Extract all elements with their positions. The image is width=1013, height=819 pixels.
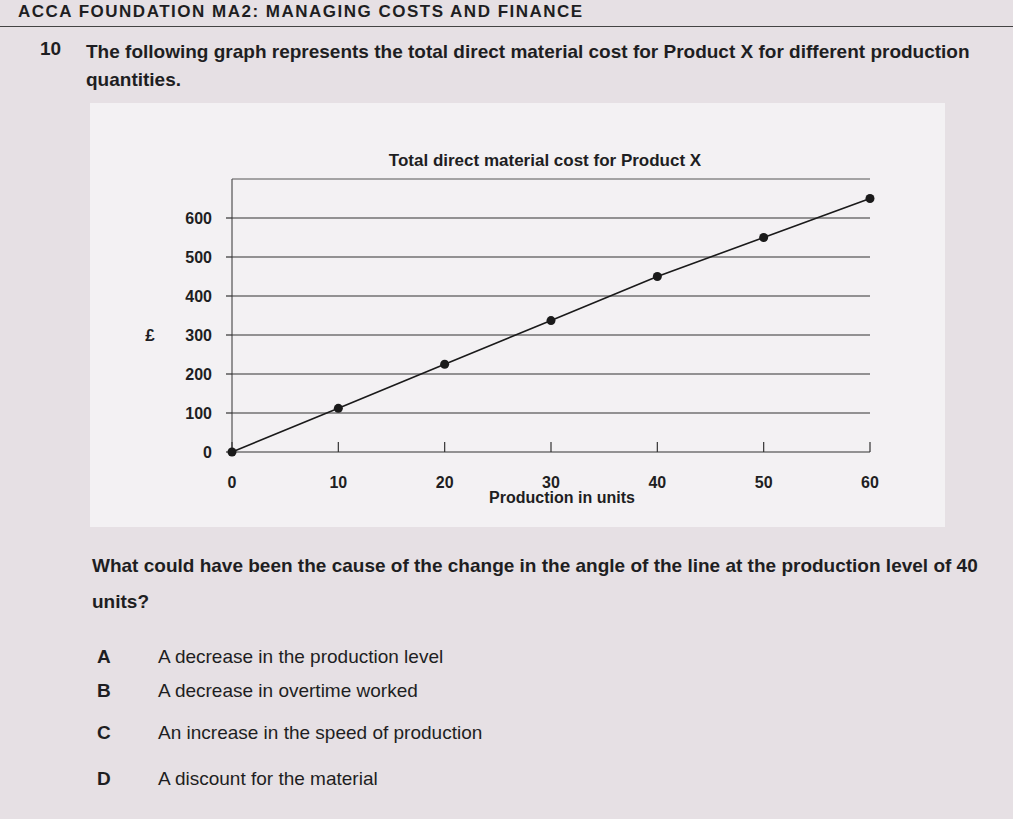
- x-tick-label: 50: [755, 474, 773, 491]
- y-tick: [226, 373, 232, 374]
- data-point: [653, 272, 662, 281]
- grid-line: [232, 373, 870, 374]
- x-tick: [763, 442, 764, 452]
- x-tick-label: 0: [228, 474, 237, 491]
- option-letter: B: [97, 680, 111, 702]
- grid-line: [232, 217, 870, 218]
- x-tick: [444, 442, 445, 452]
- y-tick-label: 400: [185, 288, 212, 305]
- data-point: [547, 316, 556, 325]
- page-header: ACCA FOUNDATION MA2: MANAGING COSTS AND …: [18, 2, 584, 22]
- question-text: What could have been the cause of the ch…: [92, 548, 1007, 620]
- question-intro: The following graph represents the total…: [86, 38, 986, 94]
- x-tick-label: 20: [436, 474, 454, 491]
- y-tick-label: 0: [203, 444, 212, 461]
- option-text: An increase in the speed of production: [158, 722, 482, 744]
- y-tick: [226, 295, 232, 296]
- x-tick: [550, 442, 551, 452]
- y-tick-label: 600: [185, 210, 212, 227]
- x-tick-label: 10: [329, 474, 347, 491]
- data-point: [228, 448, 237, 457]
- option-text: A decrease in the production level: [158, 646, 443, 668]
- option-letter: A: [97, 646, 111, 668]
- x-tick: [657, 442, 658, 452]
- option-letter: C: [97, 722, 111, 744]
- x-tick-label: 40: [648, 474, 666, 491]
- x-axis-label: Production in units: [489, 489, 635, 506]
- data-point: [440, 360, 449, 369]
- option-text: A discount for the material: [158, 768, 378, 790]
- grid-line: [232, 295, 870, 296]
- y-axis-label: £: [145, 326, 155, 345]
- chart-title: Total direct material cost for Product X: [389, 151, 702, 170]
- header-rule: [0, 26, 1013, 27]
- option-text: A decrease in overtime worked: [158, 680, 418, 702]
- y-axis-line: [232, 179, 233, 452]
- data-point: [759, 233, 768, 242]
- x-tick: [869, 442, 870, 452]
- y-tick: [226, 334, 232, 335]
- y-tick-label: 300: [185, 327, 212, 344]
- data-point: [334, 404, 343, 413]
- plot-frame-top: [232, 179, 870, 180]
- grid-line: [232, 334, 870, 335]
- y-tick-label: 200: [185, 366, 212, 383]
- y-tick-label: 500: [185, 249, 212, 266]
- y-tick: [226, 217, 232, 218]
- y-tick-label: 100: [185, 405, 212, 422]
- data-point: [866, 194, 875, 203]
- x-tick-label: 60: [861, 474, 879, 491]
- grid-line: [232, 256, 870, 257]
- option-letter: D: [97, 768, 111, 790]
- x-tick: [338, 442, 339, 452]
- y-tick: [226, 256, 232, 257]
- plot-area: [228, 194, 875, 457]
- question-number: 10: [40, 38, 61, 60]
- chart: Total direct material cost for Product X…: [0, 0, 1013, 819]
- y-tick: [226, 412, 232, 413]
- data-line: [232, 199, 870, 453]
